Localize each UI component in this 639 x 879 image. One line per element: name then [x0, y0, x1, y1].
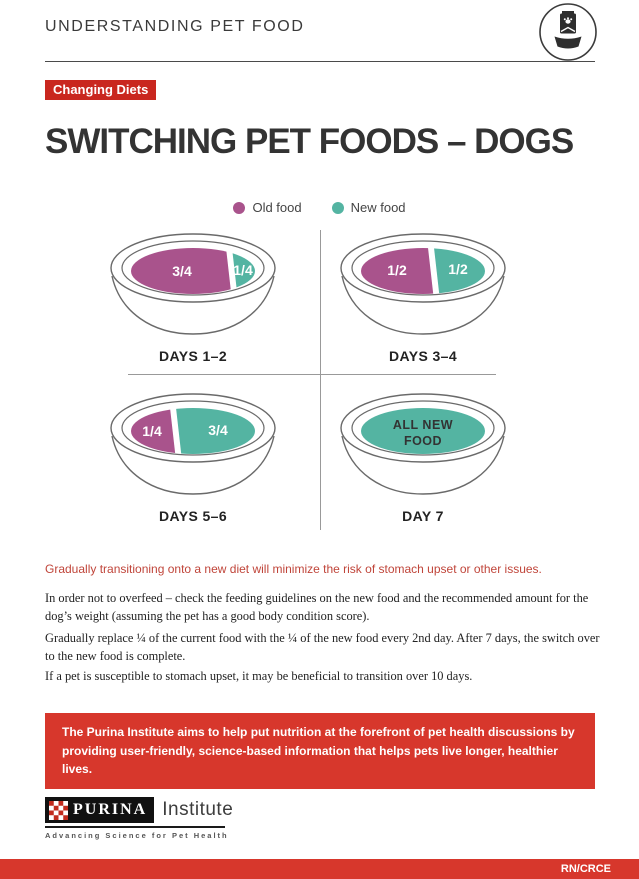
header-divider [45, 61, 595, 62]
bowl-diagram-days-1-2: 3/4 1/4 [110, 233, 276, 335]
old-fraction-label: 3/4 [172, 263, 192, 279]
legend-old-label: Old food [252, 200, 302, 215]
old-food-dot-icon [233, 201, 246, 214]
body-paragraph-2: Gradually replace ¼ of the current food … [45, 631, 600, 663]
bottom-red-bar: RN/CRCE [0, 859, 639, 879]
old-fraction-label: 1/2 [387, 262, 407, 278]
body-paragraph-3: If a pet is susceptible to stomach upset… [45, 669, 473, 683]
purina-brand-text: PURINA [73, 801, 148, 818]
new-food-portion [174, 408, 255, 454]
bowl-caption-days-5-6: DAYS 5–6 [158, 508, 228, 524]
legend-item-new-food: New food [331, 200, 406, 215]
old-fraction-label: 1/4 [142, 423, 162, 439]
bowl-caption-day-7: DAY 7 [402, 508, 444, 524]
institute-text: Institute [162, 799, 234, 820]
old-food-portion [131, 248, 237, 294]
document-code: RN/CRCE [560, 863, 611, 875]
purina-wordmark-box: PURINA [45, 797, 155, 823]
old-food-portion [361, 248, 439, 294]
quadrant-divider-horizontal [128, 374, 496, 375]
purina-checkerboard-icon [49, 800, 68, 820]
new-fraction-label: 3/4 [208, 422, 228, 438]
new-food-portion [361, 408, 485, 454]
bowl-caption-days-3-4: DAYS 3–4 [388, 348, 458, 364]
bowl-diagram-days-5-6: 1/4 3/4 [110, 393, 276, 495]
all-new-food-label-line2: FOOD [404, 434, 442, 448]
legend-item-old-food: Old food [233, 200, 302, 215]
legend-new-label: New food [350, 200, 406, 215]
new-food-dot-icon [331, 201, 344, 214]
pet-food-bag-bowl-icon [538, 2, 598, 62]
new-food-portion [432, 248, 485, 294]
bowl-diagram-day-7: ALL NEW FOOD [340, 393, 506, 495]
page-title: SWITCHING PET FOODS – DOGS [45, 122, 574, 161]
all-new-food-label-line1: ALL NEW [393, 418, 453, 432]
section-badge: Changing Diets [45, 80, 157, 100]
page-header-title: UNDERSTANDING PET FOOD [45, 18, 305, 35]
new-fraction-label: 1/4 [233, 262, 253, 278]
bowl-diagram-days-3-4: 1/2 1/2 [340, 233, 506, 335]
purina-institute-logo: PURINA Institute Advancing Science for P… [45, 797, 245, 840]
legend: Old food New food [0, 200, 639, 215]
quadrant-divider-vertical [320, 230, 321, 530]
logo-tagline: Advancing Science for Pet Health [45, 831, 229, 840]
logo-underline [45, 826, 225, 828]
new-fraction-label: 1/2 [448, 261, 468, 277]
bowl-caption-days-1-2: DAYS 1–2 [158, 348, 228, 364]
body-paragraph-1: In order not to overfeed – check the fee… [45, 591, 589, 623]
old-food-portion [131, 408, 181, 454]
purina-institute-callout: The Purina Institute aims to help put nu… [45, 713, 595, 789]
highlight-statement: Gradually transitioning onto a new diet … [45, 562, 542, 576]
